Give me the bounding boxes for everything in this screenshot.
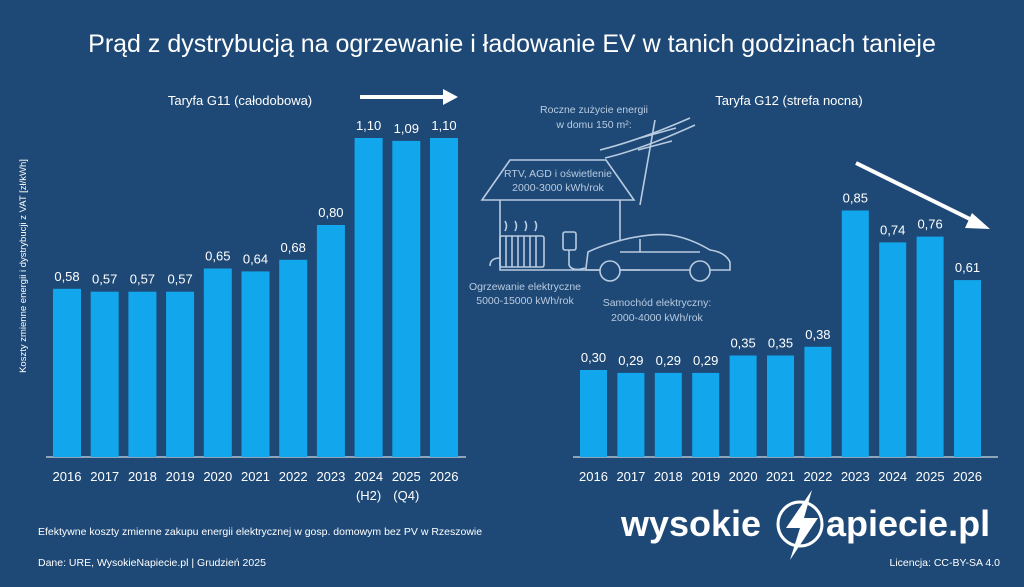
g12-tick-label-2019: 2019 bbox=[691, 469, 720, 484]
g12-tick-label-2017: 2017 bbox=[616, 469, 645, 484]
g11-value-label-2021: 0,64 bbox=[243, 251, 268, 266]
consumption-title-1: Roczne zużycie energii bbox=[540, 104, 648, 116]
g12-value-label-2019: 0,29 bbox=[693, 353, 718, 368]
chart-title: Prąd z dystrybucją na ogrzewanie i ładow… bbox=[88, 30, 936, 58]
g12-panel-label: Taryfa G12 (strefa nocna) bbox=[715, 93, 862, 108]
footer-source: Dane: URE, WysokieNapiecie.pl | Grudzień… bbox=[38, 557, 266, 569]
g12-value-label-2023: 0,85 bbox=[843, 191, 868, 206]
g12-value-label-2025: 0,76 bbox=[917, 217, 942, 232]
power-pole-icon bbox=[599, 117, 696, 206]
g12-value-label-2024: 0,74 bbox=[880, 222, 905, 237]
g11-value-label-2019: 0,57 bbox=[167, 272, 192, 287]
g11-bar-2017 bbox=[90, 291, 119, 457]
g12-value-label-2020: 0,35 bbox=[730, 336, 755, 351]
g12-bar-2016 bbox=[580, 370, 607, 457]
g11-bar-2016 bbox=[53, 288, 81, 457]
g11-panel-label: Taryfa G11 (całodobowa) bbox=[168, 93, 312, 108]
heating-label-1: Ogrzewanie elektryczne bbox=[469, 281, 581, 293]
g11-tick-label-2026: 2026 bbox=[430, 469, 459, 484]
g12-trend-arrow-icon bbox=[855, 161, 990, 229]
brand-text-part2: apiecie.pl bbox=[826, 503, 990, 544]
household-illustration bbox=[480, 117, 731, 282]
g11-bar-2021 bbox=[241, 271, 270, 457]
g12-tick-label-2021: 2021 bbox=[766, 469, 795, 484]
y-axis-label: Koszty zmienne energii i dystrybucji z V… bbox=[18, 159, 29, 373]
g12-value-label-2016: 0,30 bbox=[581, 350, 606, 365]
g12-tick-label-2016: 2016 bbox=[579, 469, 608, 484]
g11-bar-2018 bbox=[128, 291, 157, 457]
g12-bar-2019 bbox=[692, 372, 720, 457]
g12-bar-2018 bbox=[654, 372, 682, 457]
g11-trend-arrow-icon bbox=[360, 89, 458, 105]
g11-value-label-2022: 0,68 bbox=[281, 240, 306, 255]
ev-label-1: Samochód elektryczny: bbox=[603, 297, 712, 309]
g11-bar-2020 bbox=[203, 268, 232, 457]
g12-value-label-2026: 0,61 bbox=[955, 260, 980, 275]
g11-value-label-2017: 0,57 bbox=[92, 272, 117, 287]
g11-bars: 0,58 2016 0,57 2017 0,57 2018 0,57 2019 0,65 2020… bbox=[53, 118, 459, 503]
g12-bar-2023 bbox=[841, 210, 869, 457]
g12-value-label-2017: 0,29 bbox=[618, 353, 643, 368]
illustration-labels: Roczne zużycie energii w domu 150 m²: RT… bbox=[469, 104, 711, 324]
house-label-1: RTV, AGD i oświetlenie bbox=[504, 168, 612, 180]
g11-bar-2019 bbox=[166, 291, 195, 457]
g11-bar-2024 bbox=[354, 138, 383, 457]
footer-note: Efektywne koszty zmienne zakupu energii … bbox=[38, 526, 482, 538]
g11-tick-sublabel-2025: (Q4) bbox=[393, 488, 419, 503]
g11-tick-label-2023: 2023 bbox=[316, 469, 345, 484]
g12-bar-2017 bbox=[617, 372, 645, 457]
g11-tick-label-2025: 2025 bbox=[392, 469, 421, 484]
g11-value-label-2016: 0,58 bbox=[54, 269, 79, 284]
g11-tick-label-2024: 2024 bbox=[354, 469, 383, 484]
g12-tick-label-2023: 2023 bbox=[841, 469, 870, 484]
g12-bar-2024 bbox=[879, 242, 907, 457]
g11-value-label-2025: 1,09 bbox=[394, 121, 419, 136]
g12-tick-label-2018: 2018 bbox=[654, 469, 683, 484]
heater-icon bbox=[489, 220, 545, 268]
g11-tick-label-2022: 2022 bbox=[279, 469, 308, 484]
g11-tick-label-2018: 2018 bbox=[128, 469, 157, 484]
g11-tick-label-2017: 2017 bbox=[90, 469, 119, 484]
g11-value-label-2023: 0,80 bbox=[318, 205, 343, 220]
g11-bar-2022 bbox=[279, 259, 308, 457]
ev-label-2: 2000-4000 kWh/rok bbox=[611, 312, 703, 324]
g12-tick-label-2022: 2022 bbox=[803, 469, 832, 484]
g11-value-label-2026: 1,10 bbox=[431, 118, 456, 133]
g12-bars: 0,30 2016 0,29 2017 0,29 2018 0,29 2019 0,35 2020… bbox=[579, 191, 982, 485]
lightning-logo-icon bbox=[776, 490, 824, 560]
g12-tick-label-2026: 2026 bbox=[953, 469, 982, 484]
g11-bar-2026 bbox=[430, 138, 458, 457]
g11-tick-label-2019: 2019 bbox=[166, 469, 195, 484]
g12-value-label-2021: 0,35 bbox=[768, 336, 793, 351]
g11-tick-label-2020: 2020 bbox=[203, 469, 232, 484]
g12-tick-label-2020: 2020 bbox=[729, 469, 758, 484]
g11-value-label-2024: 1,10 bbox=[356, 118, 381, 133]
electric-car-icon bbox=[585, 233, 731, 282]
g12-value-label-2022: 0,38 bbox=[805, 327, 830, 342]
g11-value-label-2018: 0,57 bbox=[130, 272, 155, 287]
g12-bar-2020 bbox=[729, 355, 757, 457]
ev-charger-icon bbox=[562, 231, 586, 271]
g11-value-label-2020: 0,65 bbox=[205, 249, 230, 264]
consumption-title-2: w domu 150 m²: bbox=[555, 119, 631, 131]
g12-bar-2021 bbox=[767, 355, 794, 457]
g12-tick-label-2024: 2024 bbox=[878, 469, 907, 484]
g11-tick-sublabel-2024: (H2) bbox=[356, 488, 381, 503]
g11-bar-2025 bbox=[392, 140, 421, 457]
g11-tick-label-2021: 2021 bbox=[241, 469, 270, 484]
brand-text-part1: wysokie bbox=[620, 503, 761, 544]
heating-label-2: 5000-15000 kWh/rok bbox=[476, 295, 574, 307]
g12-bar-2022 bbox=[804, 346, 832, 457]
g12-bar-2025 bbox=[916, 236, 944, 457]
g11-bar-2023 bbox=[316, 225, 345, 457]
footer-license: Licencja: CC-BY-SA 4.0 bbox=[889, 557, 1000, 569]
house-label-2: 2000-3000 kWh/rok bbox=[512, 182, 604, 194]
g12-tick-label-2025: 2025 bbox=[916, 469, 945, 484]
g12-bar-2026 bbox=[954, 280, 981, 457]
g12-value-label-2018: 0,29 bbox=[656, 353, 681, 368]
brand-logo: wysokie apiecie.pl bbox=[620, 490, 990, 560]
g11-tick-label-2016: 2016 bbox=[53, 469, 82, 484]
